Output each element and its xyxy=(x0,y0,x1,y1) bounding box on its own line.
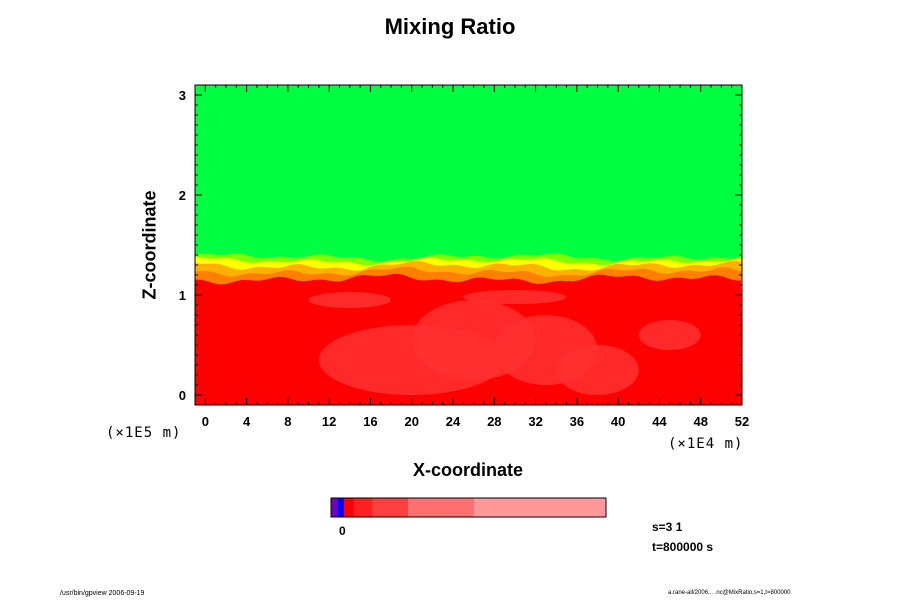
y-tick-label: 1 xyxy=(179,288,186,303)
x-axis-label: X-coordinate xyxy=(412,460,523,480)
y-tick-label: 0 xyxy=(179,388,186,403)
plume-structure xyxy=(556,345,639,395)
y-axis-label: Z-coordinate xyxy=(139,190,160,300)
x-tick-label: 28 xyxy=(487,414,501,429)
x-tick-label: 20 xyxy=(405,414,419,429)
colorbar xyxy=(330,497,607,518)
y-tick-label: 3 xyxy=(179,88,186,103)
x-tick-label: 52 xyxy=(735,414,749,429)
y-tick-label: 2 xyxy=(179,188,186,203)
colorbar-segment xyxy=(408,498,475,517)
footer-right: a.rane-all/2006... .nc@MixRatio,s=1,t=80… xyxy=(668,590,791,596)
x-tick-label: 48 xyxy=(693,414,707,429)
x-scale-note: (×1E4 m) xyxy=(668,436,744,452)
colorbar-segment xyxy=(343,498,354,517)
s-info: s=3 1 xyxy=(652,520,683,534)
t-info: t=800000 s xyxy=(652,540,714,554)
x-tick-label: 4 xyxy=(243,414,251,429)
x-tick-label: 0 xyxy=(202,414,209,429)
x-tick-label: 44 xyxy=(652,414,667,429)
plume-structure xyxy=(463,290,567,304)
colorbar-segment xyxy=(474,498,607,517)
x-tick-label: 24 xyxy=(446,414,461,429)
colorbar-segment xyxy=(372,498,409,517)
x-tick-label: 36 xyxy=(570,414,584,429)
y-scale-note: (×1E5 m) xyxy=(106,425,182,441)
x-tick-label: 12 xyxy=(322,414,336,429)
x-tick-label: 40 xyxy=(611,414,625,429)
colorbar-frame xyxy=(330,497,607,518)
x-tick-label: 16 xyxy=(363,414,377,429)
colorbar-zero-label: 0 xyxy=(339,524,346,538)
colorbar-segment xyxy=(331,498,339,517)
plume-structure xyxy=(308,292,392,308)
footer-left: /usr/bin/gpview 2006-09-19 xyxy=(60,590,145,597)
chart-title: Mixing Ratio xyxy=(384,14,516,39)
x-tick-label: 8 xyxy=(284,414,291,429)
x-tick-label: 32 xyxy=(528,414,542,429)
plume-structure xyxy=(638,320,701,350)
colorbar-segment xyxy=(337,498,345,517)
colorbar-segment xyxy=(353,498,373,517)
